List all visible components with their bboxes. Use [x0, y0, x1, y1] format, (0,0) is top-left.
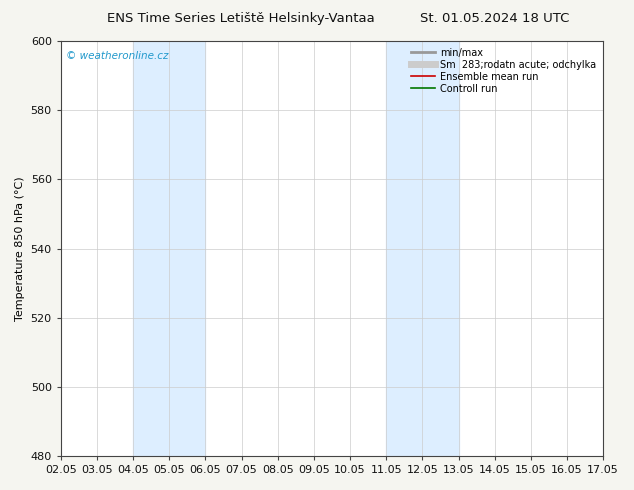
- Bar: [386, 41, 458, 456]
- Legend: min/max, Sm  283;rodatn acute; odchylka, Ensemble mean run, Controll run: min/max, Sm 283;rodatn acute; odchylka, …: [407, 44, 600, 98]
- Bar: [133, 41, 205, 456]
- Y-axis label: Temperature 850 hPa (°C): Temperature 850 hPa (°C): [15, 176, 25, 321]
- Text: ENS Time Series Letiště Helsinky-Vantaa: ENS Time Series Letiště Helsinky-Vantaa: [107, 12, 375, 25]
- Text: St. 01.05.2024 18 UTC: St. 01.05.2024 18 UTC: [420, 12, 569, 25]
- Text: © weatheronline.cz: © weatheronline.cz: [67, 51, 169, 61]
